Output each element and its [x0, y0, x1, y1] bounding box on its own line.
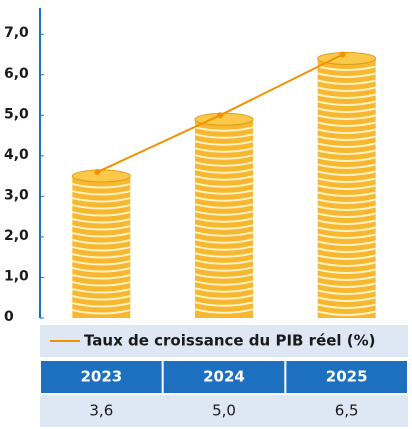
table-value: 3,6	[89, 402, 113, 420]
y-tick-label: 3,0	[4, 187, 29, 203]
table-header: 2025	[326, 368, 368, 386]
y-tick-label: 2,0	[4, 228, 29, 244]
line-point	[94, 169, 100, 175]
y-tick-label: 6,0	[4, 66, 29, 82]
coin-top	[72, 170, 130, 182]
coin-stack	[72, 176, 130, 318]
table-header: 2024	[203, 368, 245, 386]
table-value: 5,0	[212, 402, 236, 420]
y-tick-label: 7,0	[4, 25, 29, 41]
legend-label: Taux de croissance du PIB réel (%)	[84, 332, 376, 350]
y-tick-label: 1,0	[4, 268, 29, 284]
chart: 0 1,0 2,0 3,0 4,0 5,0 6,0 7,0 2023 3,6 2024 5,0 2025…	[0, 0, 412, 429]
table-value: 6,5	[335, 402, 359, 420]
y-tick-label: 4,0	[4, 147, 29, 163]
y-tick-label: 0	[4, 309, 14, 325]
line-point	[340, 51, 346, 57]
table-header: 2023	[80, 368, 122, 386]
y-tick-label: 5,0	[4, 106, 29, 122]
line-point	[217, 112, 223, 118]
